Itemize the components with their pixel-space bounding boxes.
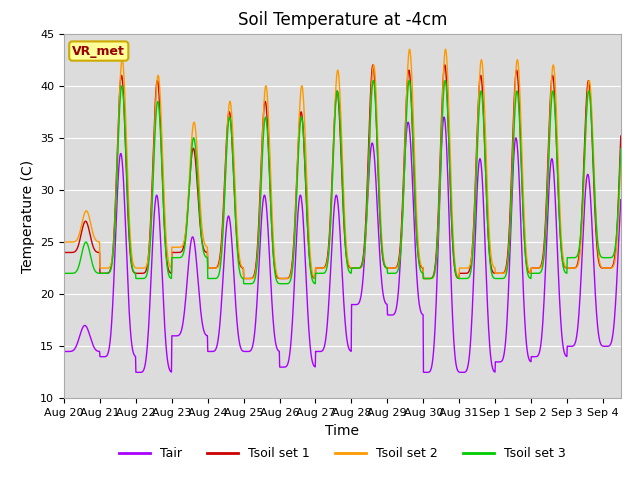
Tsoil set 2 [280,276,287,281]
Tair [544,210,552,216]
Line: Tsoil set 3: Tsoil set 3 [64,81,621,284]
Tsoil set 1 [271,268,279,274]
Tsoil set 3 [482,180,490,186]
Text: VR_met: VR_met [72,45,125,58]
Tsoil set 1 [482,180,490,185]
Tsoil set 3 [171,255,179,261]
Tsoil set 3 [544,182,552,188]
X-axis label: Time: Time [325,424,360,438]
Tsoil set 2 [271,262,279,267]
Tsoil set 2 [544,177,552,183]
Tsoil set 2 [171,244,179,250]
Tsoil set 1 [60,250,68,255]
Legend: Tair, Tsoil set 1, Tsoil set 2, Tsoil set 3: Tair, Tsoil set 1, Tsoil set 2, Tsoil se… [114,442,571,465]
Tair [482,266,490,272]
Tsoil set 1 [221,178,228,184]
Tsoil set 2 [617,153,625,158]
Tsoil set 1 [544,162,552,168]
Title: Soil Temperature at -4cm: Soil Temperature at -4cm [237,11,447,29]
Line: Tsoil set 2: Tsoil set 2 [64,49,621,278]
Tsoil set 1 [617,133,625,139]
Tsoil set 3 [160,216,168,222]
Tsoil set 1 [423,276,431,281]
Tsoil set 2 [221,190,228,195]
Tsoil set 3 [221,194,228,200]
Tair [422,370,430,375]
Tsoil set 2 [406,47,413,52]
Tair [221,248,228,253]
Tsoil set 2 [482,148,490,154]
Tsoil set 1 [171,250,179,255]
Line: Tsoil set 1: Tsoil set 1 [64,65,621,278]
Line: Tair: Tair [64,117,621,372]
Tsoil set 3 [280,281,287,287]
Tsoil set 3 [617,146,625,152]
Tsoil set 3 [60,270,68,276]
Tair [171,333,179,339]
Tair [160,310,168,316]
Tsoil set 3 [369,78,377,84]
Tair [440,114,448,120]
Tair [60,348,68,354]
Tsoil set 1 [369,62,377,68]
Y-axis label: Temperature (C): Temperature (C) [20,159,35,273]
Tsoil set 1 [160,214,168,220]
Tair [617,197,625,203]
Tsoil set 3 [271,271,279,277]
Tsoil set 2 [160,192,168,197]
Tsoil set 2 [60,239,68,245]
Tair [271,337,279,343]
